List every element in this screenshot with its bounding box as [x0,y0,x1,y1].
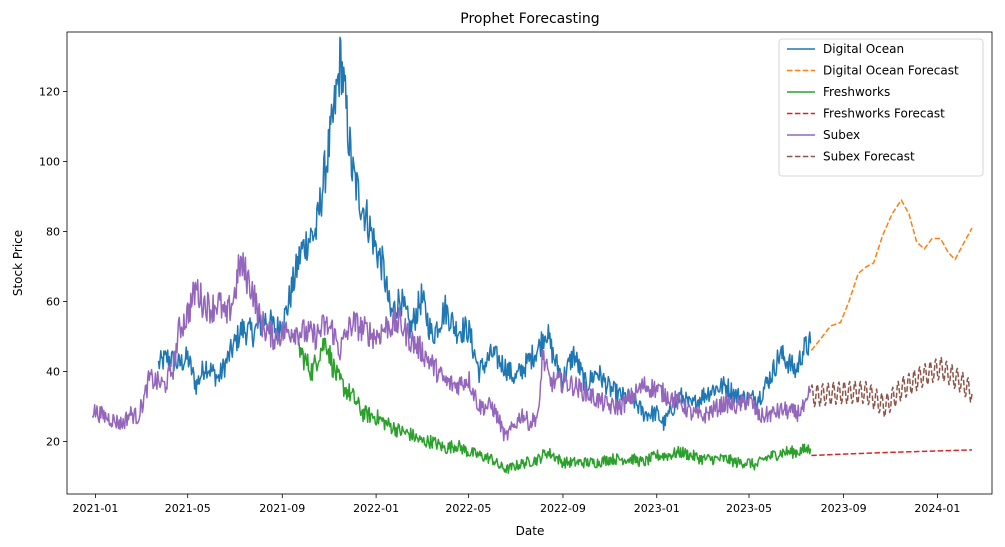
y-axis: 20 40 60 80 100 120 [39,86,67,449]
x-axis-label: Date [516,524,545,538]
series-line-digital-ocean [157,36,812,431]
x-tick-label: 2022-05 [445,502,491,515]
plot-frame [66,31,993,495]
legend-label-freshworks: Freshworks [823,85,890,99]
x-tick-label: 2022-01 [353,502,399,515]
y-axis-label: Stock Price [11,230,25,296]
x-tick-label: 2021-01 [72,502,118,515]
legend-label-digital-ocean-forecast: Digital Ocean Forecast [823,64,959,78]
legend: Digital Ocean Digital Ocean Forecast Fresh… [778,38,984,177]
x-tick-label: 2023-09 [821,502,867,515]
x-tick-label: 2023-01 [634,502,680,515]
x-tick-label: 2021-09 [259,502,305,515]
x-axis: 2021-01 2021-05 2021-09 2022-01 2022-05 2022-… [72,494,960,515]
series-line-freshworks-forecast [811,449,973,457]
x-tick-label: 2021-05 [165,502,211,515]
y-tick-label: 40 [46,366,60,379]
series-line-digital-ocean-forecast [810,199,973,351]
series-line-freshworks [297,337,812,474]
x-tick-label: 2022-09 [540,502,586,515]
chart-title: Prophet Forecasting [460,11,599,27]
legend-box [778,38,984,177]
legend-label-subex: Subex [823,128,860,142]
y-tick-label: 100 [39,156,60,169]
legend-label-digital-ocean: Digital Ocean [823,42,904,56]
plot-area [91,36,973,474]
x-tick-label: 2024-01 [914,502,960,515]
series-line-subex-forecast [810,356,973,418]
legend-label-subex-forecast: Subex Forecast [823,150,915,164]
y-tick-label: 20 [46,436,60,449]
series-line-subex [91,252,812,442]
y-tick-label: 120 [39,86,60,99]
y-tick-label: 60 [46,296,60,309]
legend-label-freshworks-forecast: Freshworks Forecast [823,107,945,121]
y-tick-label: 80 [46,226,60,239]
x-tick-label: 2023-05 [726,502,772,515]
